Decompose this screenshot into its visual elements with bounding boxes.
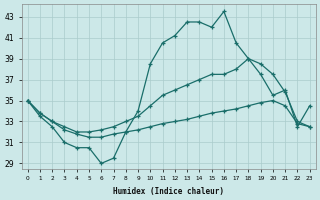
X-axis label: Humidex (Indice chaleur): Humidex (Indice chaleur) xyxy=(113,187,224,196)
